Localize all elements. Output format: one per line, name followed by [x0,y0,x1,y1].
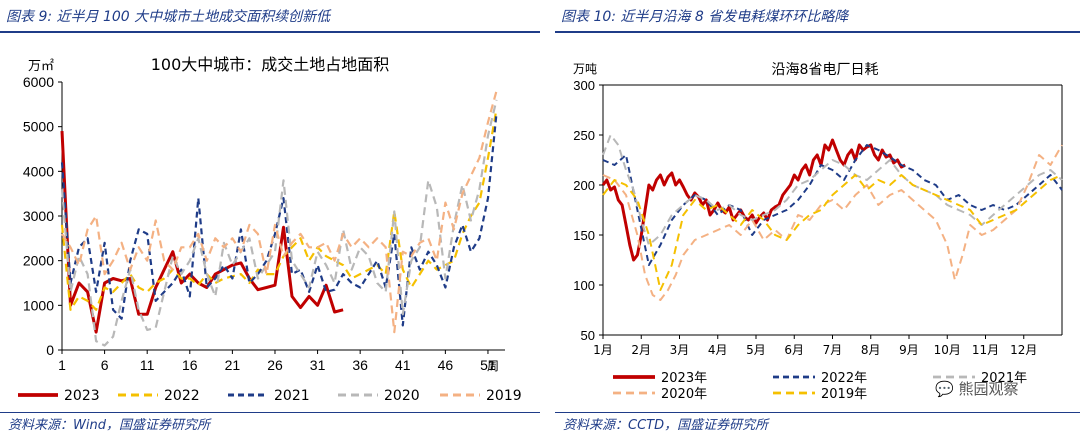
x-tick-label: 7月 [823,343,843,357]
x-tick-label: 3月 [670,343,690,357]
x-tick-label: 46 [438,357,454,373]
y-tick-label: 200 [573,178,595,193]
panel-coal-consumption: 图表 10: 近半月沿海 8 省发电耗煤环环比略降 50 100 150 200 250… [555,0,1080,440]
source-rule [0,412,540,413]
chart-title: 沿海8省电厂日耗 [772,62,879,78]
legend-label: 2020年 [661,387,707,402]
y-tick-label: 6000 [23,74,54,90]
x-tick-label: 11 [140,357,155,373]
x-tick-label: 6月 [784,343,804,357]
series-line-2019年 [602,174,1063,291]
legend-label: 2021年 [981,371,1027,386]
series-line-2021 [60,113,498,327]
panel-land-area: 图表 9: 近半月 100 大中城市土地成交面积续创新低 0 1000 2000 30… [0,9,540,433]
x-tick-label: 6 [101,357,109,373]
y-tick-label: 300 [573,78,595,93]
y-tick-label: 250 [573,128,595,143]
series-line-2019 [61,90,498,334]
source-note: 资料来源：Wind，国盛证券研究所 [8,418,210,433]
x-tick-label: 31 [310,357,326,373]
x-tick-label: 9月 [899,343,919,357]
chat-bubble-icon: 💬 [935,380,954,398]
legend-label: 2023年 [661,371,707,386]
x-tick-label: 12月 [1010,343,1037,357]
series-line-2021年 [602,134,1063,246]
y-tick-label: 5000 [23,119,54,135]
legend-label: 2019 [486,388,522,404]
y-tick-label: 3000 [23,208,54,224]
panel-title: 图表 9: 近半月 100 大中城市土地成交面积续创新低 [6,9,331,25]
x-tick-label: 2月 [631,343,651,357]
x-tick-label: 1 [58,357,66,373]
x-tick-label: 26 [267,357,283,373]
x-tick-label: 4月 [708,343,728,357]
y-tick-label: 100 [573,278,595,293]
title-rule [0,31,540,33]
series-line-2022 [60,108,498,311]
x-tick-label: 1月 [593,343,613,357]
series-line-2020年 [602,144,1063,301]
x-tick-label: 10月 [934,343,961,357]
panel-title: 图表 10: 近半月沿海 8 省发电耗煤环环比略降 [561,9,849,25]
legend-label: 2022 [164,388,200,404]
y-tick-label: 1000 [23,297,54,313]
x-tick-label: 11月 [972,343,999,357]
series-line-2022年 [602,144,1063,266]
x-tick-label: 16 [182,357,198,373]
y-tick-label: 2000 [23,253,54,269]
legend-label: 2023 [64,388,100,404]
legend-label: 2022年 [821,371,867,386]
chart-title: 100大中城市：成交土地占地面积 [151,55,390,74]
x-axis-label: 周 [487,359,499,373]
wechat-watermark: 💬 熊园观察 [935,378,1018,399]
y-tick-label: 50 [581,328,595,343]
x-tick-label: 41 [395,357,411,373]
y-tick-label: 4000 [23,163,54,179]
watermark-text: 熊园观察 [958,380,1019,398]
series-line-2020 [60,99,498,347]
coal-consumption-chart: 50 100 150 200 250 300 1月 2月 3月 4月 5月 6月 7月 8月 9月 10月 11… [573,62,1063,402]
y-tick-label: 150 [573,228,595,243]
legend-label: 2021 [274,388,310,404]
x-tick-label: 51 [480,357,496,373]
legend-label: 2019年 [821,387,867,402]
legend-label: 2020 [384,388,420,404]
y-axis-label: 万㎡ [28,59,54,74]
title-rule [555,31,1080,33]
y-tick-label: 0 [46,342,54,358]
x-tick-label: 21 [225,357,241,373]
source-note: 资料来源：CCTD，国盛证券研究所 [563,418,769,433]
x-tick-label: 8月 [861,343,881,357]
x-tick-label: 5月 [746,343,766,357]
y-axis-label: 万吨 [573,62,597,76]
source-rule [555,412,1080,413]
x-tick-label: 36 [352,357,368,373]
